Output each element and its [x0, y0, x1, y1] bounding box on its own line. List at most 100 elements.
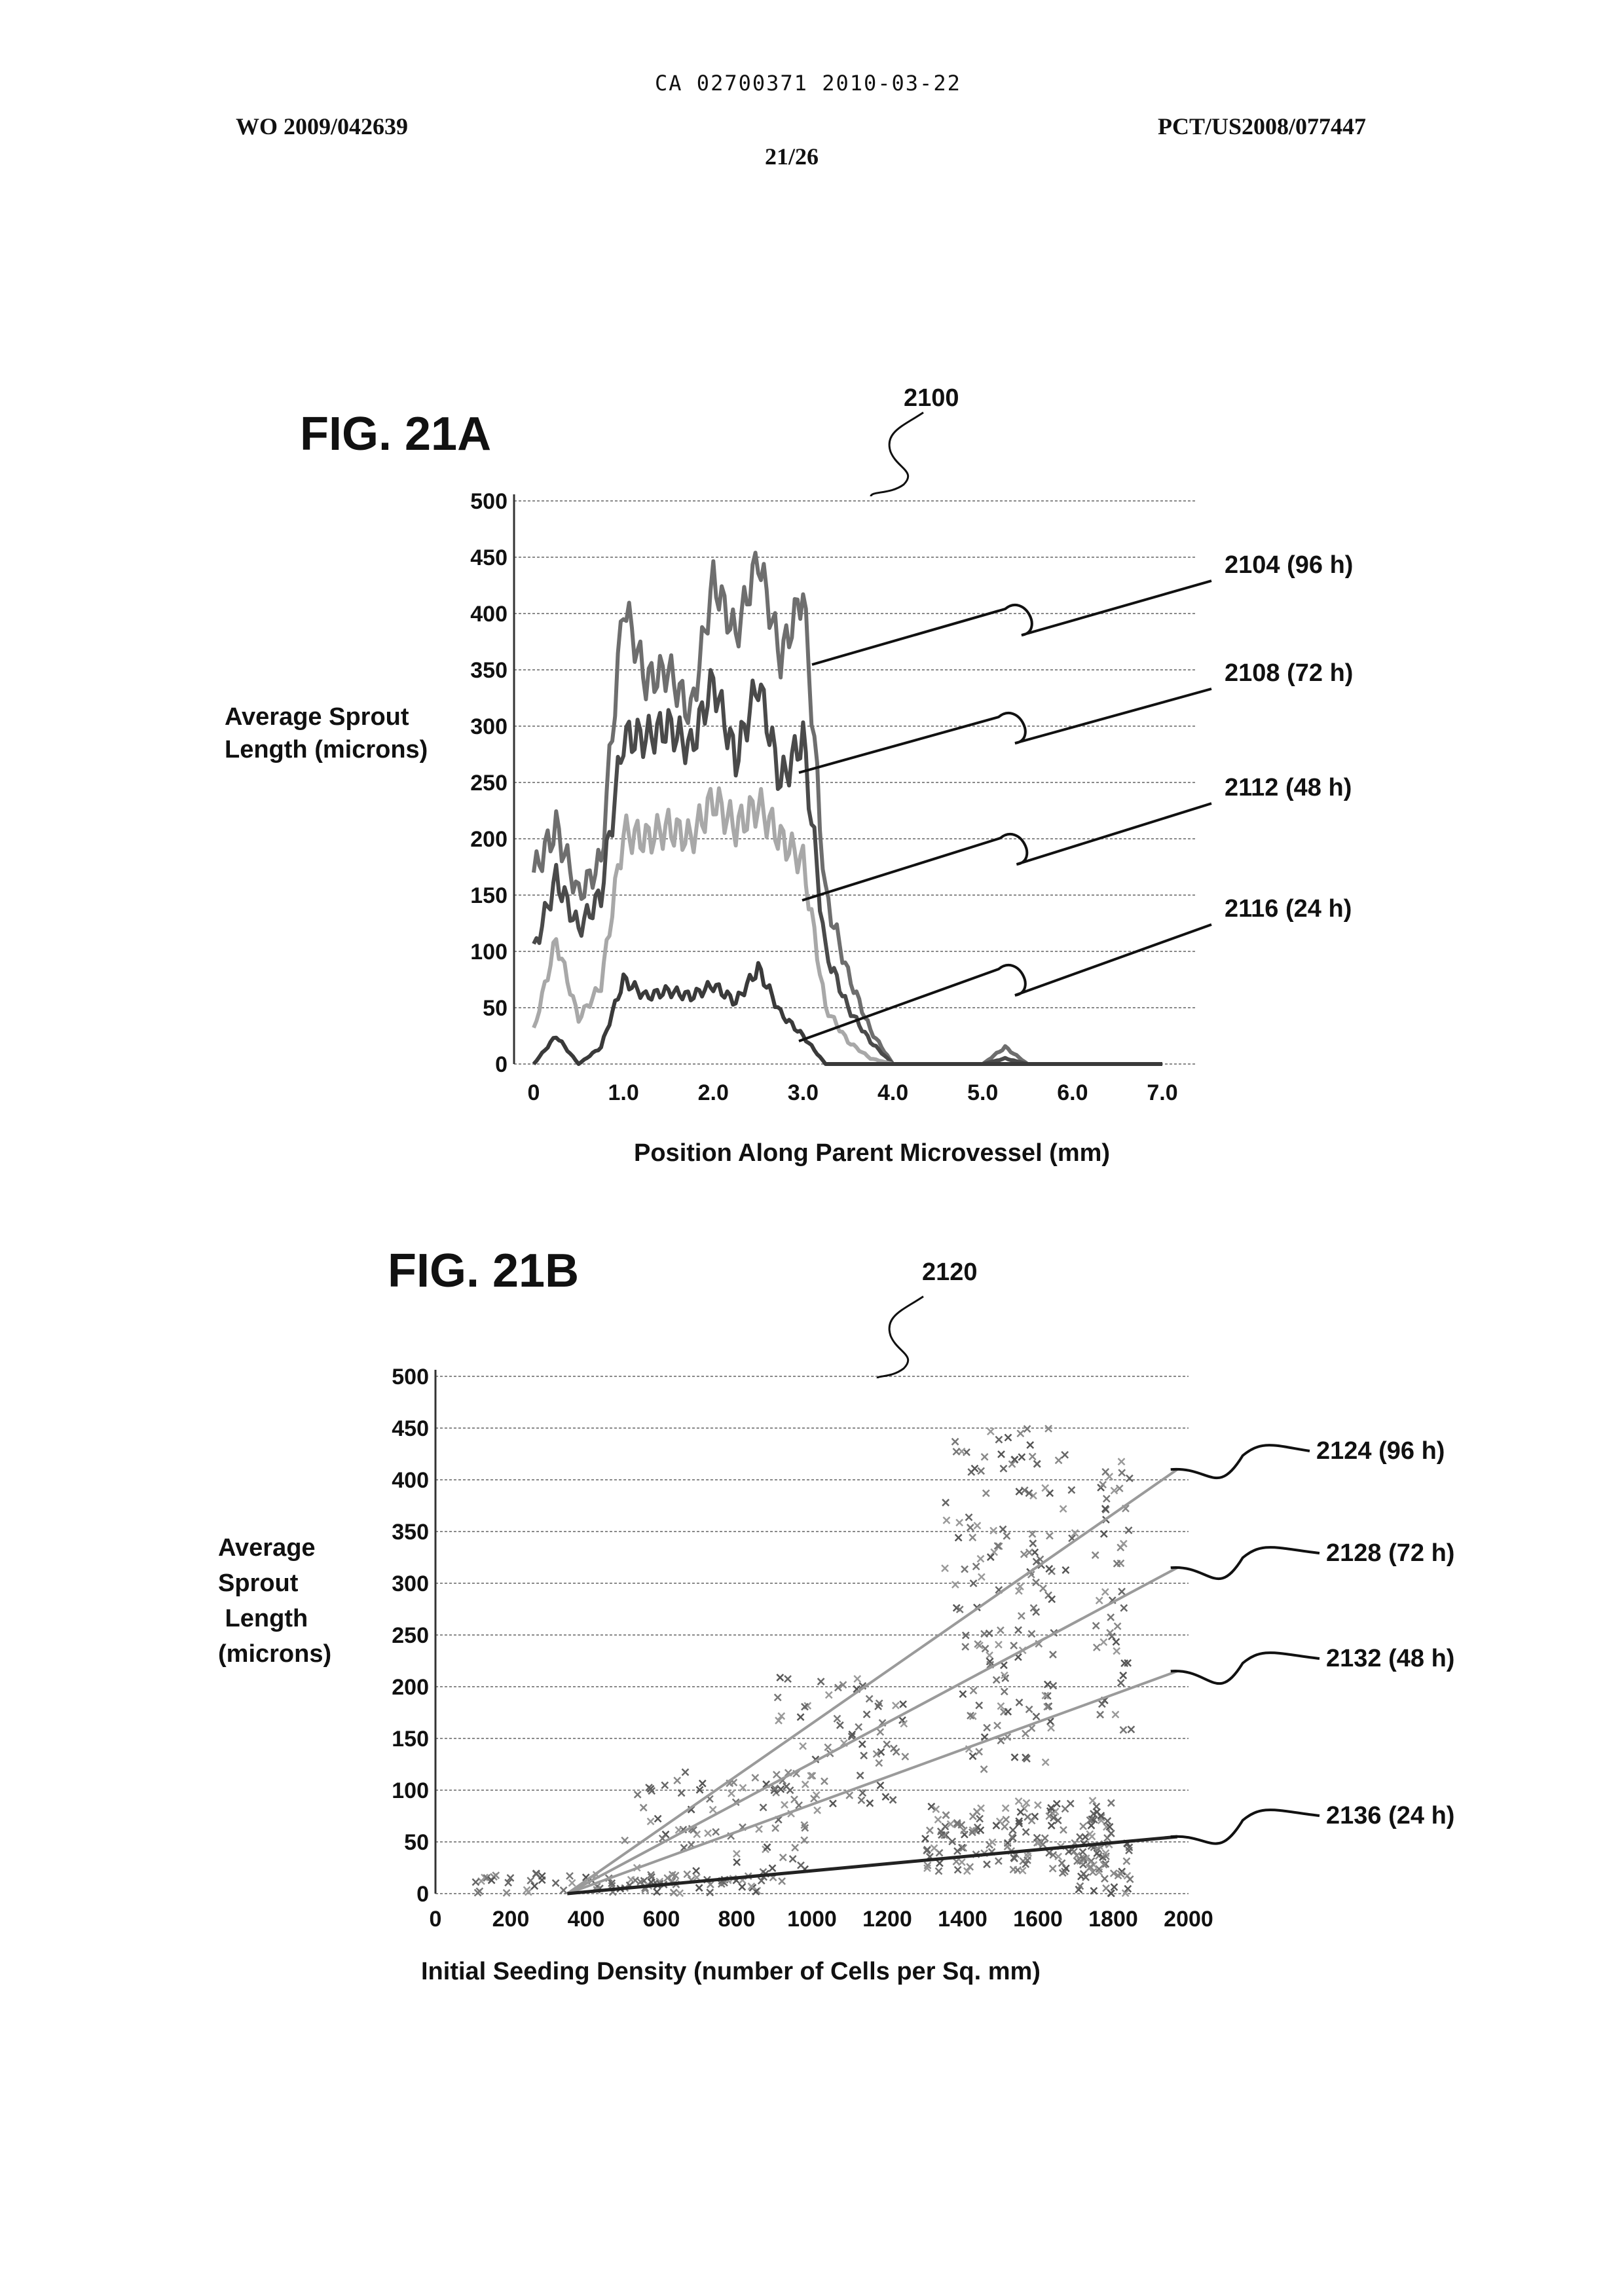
- fig-21b-point: [982, 1454, 988, 1460]
- fig-21b-point: [989, 1839, 995, 1846]
- fig-21b-point: [1114, 1560, 1120, 1567]
- fig-21b-point: [773, 1771, 780, 1778]
- fig-21b-point: [1015, 1627, 1022, 1634]
- fig-21b-chart: 050100150200250300350400450500 020040060…: [392, 1258, 1454, 1932]
- fig-21b-point: [779, 1878, 785, 1884]
- fig-21b-leaders: 2124 (96 h)2128 (72 h)2132 (48 h)2136 (2…: [1171, 1437, 1455, 1844]
- fig-21a-leader-label: 2108 (72 h): [1225, 659, 1353, 687]
- fig-21b-point: [531, 1882, 538, 1889]
- fig-21b-point: [1018, 1454, 1025, 1460]
- fig-21b-point: [837, 1722, 843, 1729]
- fig-21b-point: [942, 1565, 948, 1571]
- fig-21b-point: [1048, 1822, 1055, 1829]
- fig-21b-point: [995, 1642, 1002, 1648]
- fig-21b-point: [733, 1859, 740, 1865]
- fig-21b-point: [981, 1766, 987, 1772]
- fig-21b-point: [1003, 1805, 1009, 1812]
- fig-21a-x-tick-label: 0: [528, 1080, 540, 1105]
- fig-21b-point: [635, 1791, 641, 1798]
- fig-21b-point: [935, 1816, 942, 1823]
- fig-21a-leader-label: 2104 (96 h): [1225, 551, 1353, 579]
- fig-21b-point: [1018, 1808, 1024, 1815]
- fig-21b-point: [569, 1880, 576, 1886]
- fig-21b-point: [935, 1868, 942, 1875]
- fig-21b-point: [1102, 1469, 1109, 1475]
- fig-21b-point: [1017, 1430, 1024, 1437]
- fig-21b-point: [1021, 1551, 1027, 1558]
- fig-21b-point: [777, 1674, 783, 1681]
- fig-21b-point: [1120, 1541, 1127, 1547]
- fig-21b-point: [684, 1871, 690, 1877]
- fig-21b-point: [952, 1581, 959, 1588]
- fig-21b-point: [998, 1451, 1005, 1458]
- fig-21b-point: [674, 1777, 680, 1784]
- fig-21b-point: [775, 1694, 781, 1700]
- fig-21b-point: [1101, 1875, 1108, 1882]
- fig-21a-x-tick-label: 7.0: [1147, 1080, 1177, 1105]
- fig-21b-point: [752, 1774, 758, 1781]
- fig-21b-point: [858, 1797, 864, 1803]
- fig-21b-point: [811, 1795, 817, 1802]
- fig-21b-point: [1118, 1588, 1125, 1595]
- fig-21a-leader-line: [799, 925, 1211, 1041]
- fig-21b-x-tick-label: 400: [568, 1907, 605, 1932]
- fig-21b-point: [739, 1884, 745, 1890]
- fig-21b-point: [733, 1850, 740, 1857]
- fig-21b-point: [824, 1744, 831, 1751]
- fig-21b-point: [970, 1687, 977, 1694]
- fig-21b-point: [504, 1890, 510, 1896]
- fig-21b-point: [927, 1827, 933, 1833]
- fig-21b-leader-label: 2128 (72 h): [1326, 1539, 1454, 1567]
- fig-21b-x-tick-label: 1800: [1088, 1907, 1138, 1932]
- fig-21b-point: [1003, 1533, 1010, 1539]
- fig-21b-point: [1056, 1457, 1062, 1463]
- fig-21b-point: [1101, 1531, 1107, 1537]
- fig-21b-point: [781, 1801, 788, 1808]
- fig-21a-chart: 050100150200250300350400450500 01.02.03.…: [470, 384, 1353, 1105]
- fig-21b-trendline: [567, 1469, 1177, 1894]
- fig-21b-point: [814, 1807, 821, 1814]
- fig-21a-series: [534, 553, 1162, 1064]
- fig-21b-point: [961, 1566, 968, 1573]
- fig-21a-x-tick-label: 2.0: [698, 1080, 729, 1105]
- fig-21b-point: [974, 1522, 980, 1529]
- fig-21b-y-tick-label: 250: [392, 1623, 429, 1648]
- fig-21b-point: [710, 1807, 716, 1813]
- fig-21b-point: [971, 1465, 978, 1472]
- fig-21b-point: [1026, 1549, 1033, 1556]
- fig-21b-point: [1067, 1801, 1074, 1807]
- fig-21b-point: [798, 1714, 804, 1720]
- fig-21b-point: [760, 1804, 767, 1810]
- fig-21b-point: [860, 1752, 867, 1759]
- fig-21b-point: [1108, 1890, 1115, 1897]
- fig-21b-point: [982, 1645, 989, 1652]
- fig-21b-point: [1092, 1552, 1099, 1558]
- fig-21b-point: [1046, 1533, 1053, 1539]
- fig-21b-point: [1127, 1876, 1134, 1882]
- fig-21b-point: [1099, 1700, 1105, 1707]
- fig-21b-point: [834, 1716, 840, 1722]
- fig-21b-point: [1102, 1588, 1109, 1595]
- fig-21b-point: [942, 1499, 949, 1506]
- fig-21b-point: [877, 1782, 883, 1789]
- fig-21b-x-ticks: 0200400600800100012001400160018002000: [430, 1907, 1213, 1932]
- fig-21b-point: [696, 1884, 703, 1891]
- fig-21b-point: [1099, 1481, 1106, 1488]
- fig-21b-point: [1050, 1865, 1056, 1872]
- fig-21a-leader-line: [799, 689, 1211, 773]
- fig-21b-point: [1005, 1434, 1011, 1441]
- fig-21b-point: [1079, 1848, 1086, 1855]
- fig-21b-point: [986, 1652, 993, 1659]
- fig-21b-x-tick-label: 600: [643, 1907, 680, 1932]
- fig-21b-point: [976, 1816, 983, 1822]
- fig-21b-point: [1104, 1818, 1111, 1824]
- fig-21b-point: [1113, 1639, 1119, 1645]
- fig-21b-x-tick-label: 800: [718, 1907, 756, 1932]
- fig-21b-point: [1028, 1630, 1035, 1637]
- fig-21b-y-tick-label: 300: [392, 1571, 429, 1596]
- fig-21b-point: [954, 1848, 961, 1854]
- fig-21b-point: [1088, 1833, 1095, 1840]
- fig-21a-y-tick-label: 300: [470, 714, 507, 739]
- fig-21b-point: [1118, 1458, 1125, 1465]
- fig-21b-point: [784, 1676, 791, 1682]
